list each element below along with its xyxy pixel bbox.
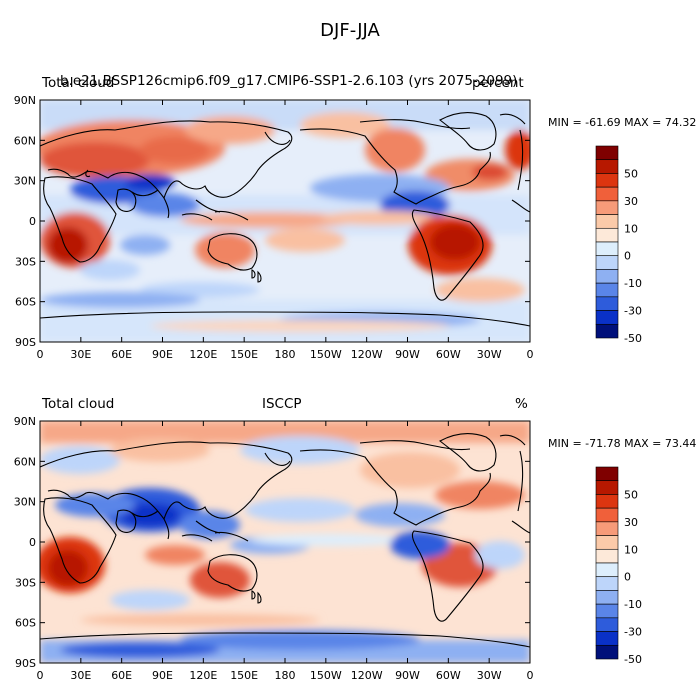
colorbar-box [595,562,619,578]
colorbar-box [595,644,619,660]
lon-label: 120W [351,669,383,682]
lon-label: 150W [310,669,342,682]
panel2-left-title: Total cloud [42,396,115,412]
lat-label: 60S [15,296,36,309]
lon-label: 30W [477,669,502,682]
lon-label: 60W [436,669,461,682]
lon-label: 180 [275,348,296,361]
lat-label: 60N [14,455,36,468]
colorbar-box [595,227,619,243]
colorbar-box [595,521,619,536]
panel1-center-title: b.e21.BSSP126cmip6.f09_g17.CMIP6-SSP1-2.… [60,73,518,89]
lon-label: 60E [111,669,132,682]
lon-label: 30E [70,348,91,361]
colorbar-box [595,145,619,161]
colorbar-box [595,323,619,339]
lat-label: 0 [29,215,36,228]
lat-label: 90S [15,657,36,670]
colorbar-label: -30 [624,305,642,318]
colorbar-label: 30 [624,195,638,208]
colorbar-box [595,548,619,564]
lat-label: 90S [15,336,36,349]
panel2-map [40,421,530,663]
colorbar-box [595,310,619,325]
panel2-minmax: MIN = -71.78 MAX = 73.44 [548,437,697,450]
panel1-map [40,100,530,342]
colorbar-label: -50 [624,332,642,345]
panel2-center-title: ISCCP [262,396,302,412]
panel1-minmax: MIN = -61.69 MAX = 74.32 [548,116,697,129]
colorbar-label: -50 [624,653,642,666]
colorbar-box [595,617,619,632]
colorbar-label: -10 [624,598,642,611]
lon-label: 0 [37,348,44,361]
lon-label: 60E [111,348,132,361]
lat-label: 60N [14,134,36,147]
colorbar-box [595,631,619,646]
colorbar-box [595,494,619,509]
colorbar-box [595,269,619,284]
lon-label: 120E [189,348,217,361]
colorbar-box [595,296,619,311]
colorbar-label: 50 [624,488,638,501]
lon-label: 0 [527,669,534,682]
lon-label: 90E [152,348,173,361]
lon-label: 30E [70,669,91,682]
lon-label: 120W [351,348,383,361]
colorbar-box [595,255,619,270]
colorbar-box [595,159,619,174]
colorbar-box [595,603,619,619]
colorbar-box [595,173,619,188]
lon-label: 0 [37,669,44,682]
figure-title: DJF-JJA [320,20,380,41]
colorbar-label: 10 [624,222,638,235]
colorbars: 50 30 10 0 -10 -30 -50 50 30 10 0 -10 -30 -50 [595,145,642,666]
colorbar-box [595,576,619,591]
lat-label: 90N [14,415,36,428]
lon-label: 150W [310,348,342,361]
lon-label: 120E [189,669,217,682]
lon-label: 90W [395,348,420,361]
colorbar-label: 50 [624,167,638,180]
panel1-left-title: Total cloud [42,75,115,91]
lat-label: 30S [15,255,36,268]
lon-label: 90W [395,669,420,682]
lon-label: 60W [436,348,461,361]
lon-label: 150E [230,669,258,682]
colorbar-box [595,535,619,550]
lat-label: 30N [14,496,36,509]
lat-label: 0 [29,536,36,549]
colorbar-box [595,214,619,229]
lon-label: 0 [527,348,534,361]
panel1-right-title: percent [472,75,524,91]
colorbar-label: 0 [624,250,631,263]
colorbar-box [595,186,619,202]
colorbar-label: 10 [624,543,638,556]
lon-label: 90E [152,669,173,682]
colorbar-box [595,282,619,298]
colorbar-box [595,590,619,605]
colorbar-box [595,507,619,523]
colorbar-box [595,480,619,495]
lat-label: 30S [15,576,36,589]
colorbar-box [595,241,619,257]
lon-label: 30W [477,348,502,361]
lon-label: 150E [230,348,258,361]
lon-label: 180 [275,669,296,682]
colorbar-label: -10 [624,277,642,290]
colorbar-label: -30 [624,626,642,639]
colorbar-label: 30 [624,516,638,529]
lat-label: 90N [14,94,36,107]
colorbar-label: 0 [624,571,631,584]
lat-label: 30N [14,175,36,188]
panel2-right-title: % [515,396,528,412]
lat-label: 60S [15,617,36,630]
colorbar-box [595,466,619,482]
colorbar-box [595,200,619,215]
